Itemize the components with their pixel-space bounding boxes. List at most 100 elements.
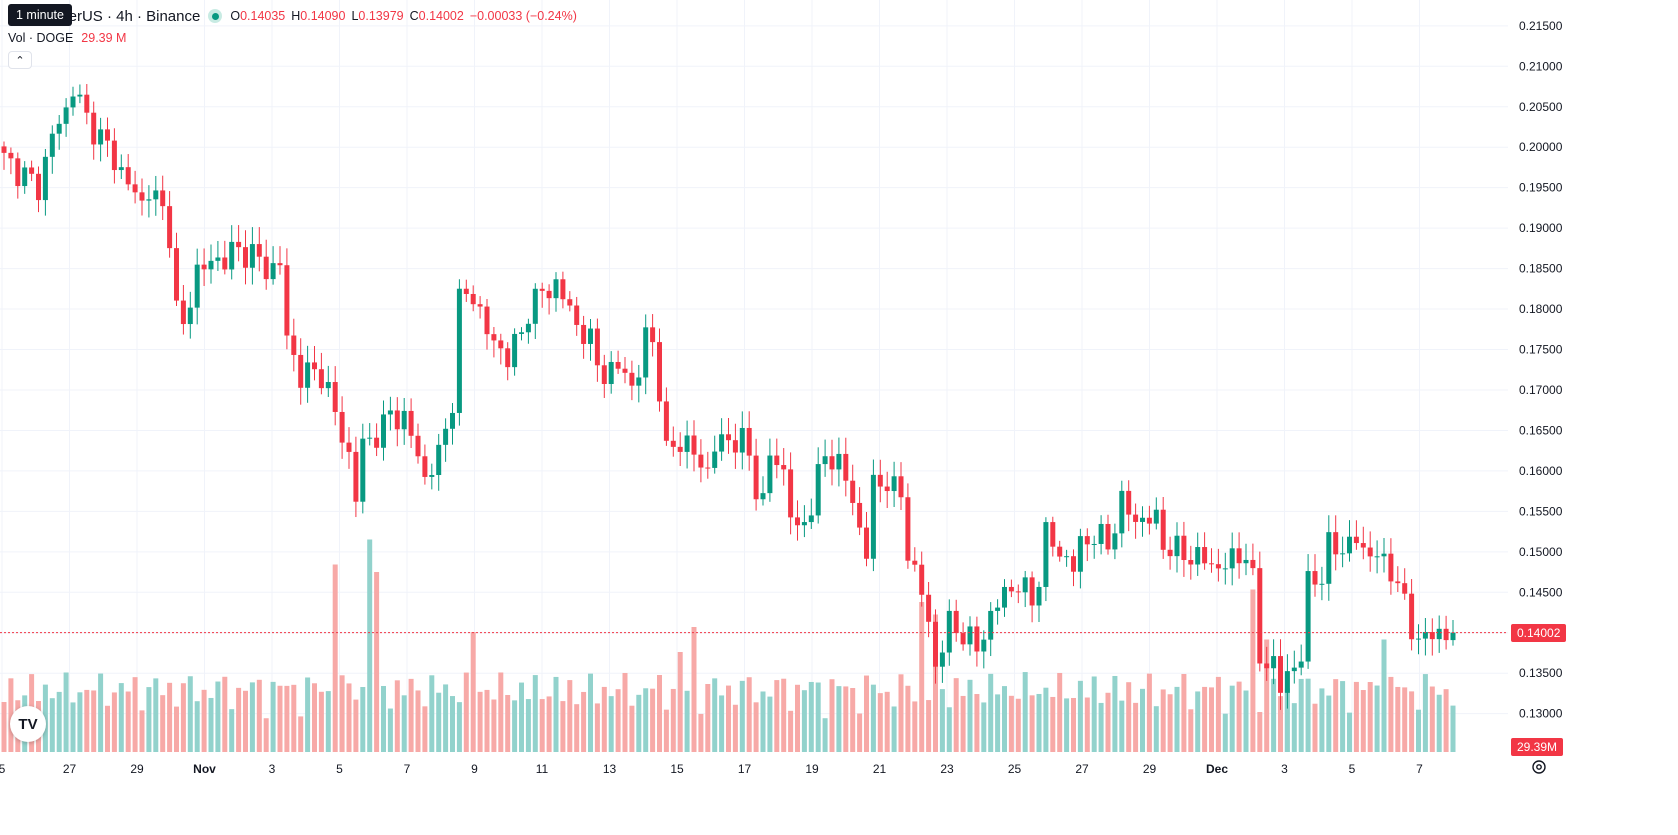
volume-bar (1140, 688, 1145, 752)
candle-body (988, 610, 994, 640)
candle-body (1429, 632, 1435, 640)
candle-body (1202, 547, 1208, 564)
candle-body (422, 456, 428, 477)
candle-body (1271, 656, 1277, 669)
chevron-up-icon[interactable]: ⌃ (8, 51, 32, 69)
volume-bar (1422, 674, 1428, 752)
volume-bar (1202, 686, 1208, 752)
volume-bar (1160, 689, 1166, 752)
candle-body (277, 263, 283, 266)
volume-bar (146, 687, 152, 752)
volume-bar (346, 683, 352, 752)
candle-body (588, 328, 593, 344)
candle-body (201, 264, 207, 270)
volume-bar (594, 703, 600, 752)
volume-bar (981, 702, 987, 752)
volume-bar (429, 675, 435, 752)
volume-bar (553, 676, 559, 752)
volume-bar (926, 700, 932, 752)
volume-bar (670, 688, 676, 752)
volume-legend[interactable]: Vol · DOGE 29.39 M (8, 31, 126, 45)
volume-bar (801, 690, 807, 752)
time-tick-label: 5 (1349, 762, 1356, 776)
candle-body (884, 486, 890, 492)
volume-bar (739, 680, 745, 752)
candle-body (953, 610, 959, 634)
candle-body (1236, 548, 1242, 564)
volume-bar (905, 685, 911, 752)
volume-bar (857, 713, 863, 752)
volume-bar (1098, 702, 1104, 752)
candle-body (332, 382, 338, 412)
volume-bar (70, 702, 76, 752)
volume-bar (1291, 703, 1297, 752)
candle-body (1395, 581, 1401, 584)
volume-bar (781, 678, 787, 752)
time-tick-label: 11 (536, 762, 549, 776)
volume-bar (1409, 691, 1415, 752)
candle-body (857, 502, 863, 528)
candle-body (808, 515, 814, 523)
volume-bar (684, 690, 690, 752)
volume-bar (42, 684, 48, 752)
candle-body (1422, 632, 1428, 639)
candle-body (532, 288, 538, 324)
candle-body (1326, 532, 1332, 584)
candle-body (726, 434, 731, 441)
candle-body (318, 369, 324, 389)
time-axis: 5 27 29 Nov 3 5 7 9 11 13 15 17 19 21 23 25 27 29 Dec 3 5 7 (0, 762, 1423, 776)
candle-body (815, 464, 821, 516)
candle-body (663, 401, 669, 441)
candle-body (1153, 509, 1159, 524)
time-tick-label: 7 (1416, 762, 1423, 776)
candle-body (42, 156, 48, 201)
volume-bar (84, 689, 90, 752)
candle-body (1105, 523, 1111, 550)
candle-body (546, 290, 552, 299)
candle-body (456, 288, 462, 413)
volume-bar (588, 673, 593, 752)
candle-body (91, 112, 97, 145)
volume-bar (243, 690, 248, 752)
volume-bar (726, 685, 731, 752)
volume-bar (236, 687, 242, 752)
volume-bar (1022, 672, 1028, 752)
volume-bar (194, 701, 200, 752)
last-price-tag: 0.14002 (1511, 623, 1567, 642)
candle-body (1064, 556, 1070, 558)
time-tick-label: 5 (336, 762, 343, 776)
candle-body (939, 652, 945, 667)
tradingview-logo-icon[interactable]: TV (10, 706, 46, 742)
time-tick-label: 5 (0, 762, 6, 776)
volume-bar (746, 677, 752, 752)
symbol-legend[interactable]: oin / TetherUS · 4h · Binance O0.14035 H… (8, 6, 583, 26)
volume-bar (946, 707, 952, 752)
candle-body (1036, 586, 1042, 606)
volume-bar (1395, 686, 1401, 752)
candle-body (677, 446, 683, 452)
candle-body (49, 133, 55, 157)
candle-body (174, 248, 179, 301)
volume-bar (1450, 705, 1456, 752)
candle-body (367, 437, 373, 439)
volume-bar (815, 682, 821, 752)
candle-body (291, 335, 297, 355)
candle-body (843, 453, 849, 481)
volume-bar (1222, 713, 1228, 752)
volume-bar (691, 627, 697, 752)
time-tick-label: Dec (1206, 762, 1228, 776)
volume-bar (1146, 673, 1152, 752)
volume-bar (1243, 690, 1249, 752)
candle-body (1015, 591, 1021, 593)
candle-body (698, 454, 704, 468)
candle-body (1347, 536, 1352, 554)
volume-bar (1064, 698, 1070, 752)
candle-body (312, 362, 317, 370)
candle-body (256, 244, 262, 257)
volume-bar (215, 681, 221, 752)
volume-bar (436, 692, 442, 752)
change-value: −0.00033 (−0.24%) (469, 9, 577, 23)
candle-body (919, 564, 925, 595)
gear-icon[interactable] (1530, 758, 1548, 776)
